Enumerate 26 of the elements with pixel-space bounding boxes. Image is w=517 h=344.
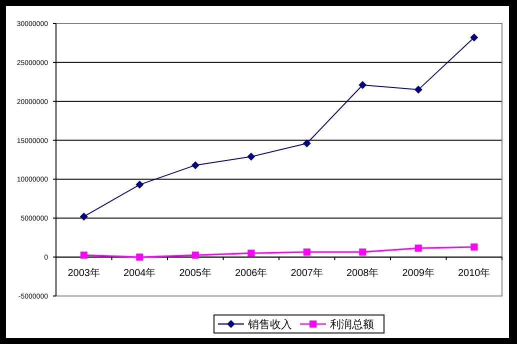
x-tick-label: 2007年 (290, 267, 323, 280)
point (302, 139, 311, 148)
point (359, 248, 366, 256)
x-tick-label: 2009年 (402, 267, 434, 280)
legend-label: 利润总额 (330, 318, 374, 331)
point (303, 248, 310, 256)
x-tick-label: 2010年 (458, 267, 490, 280)
point (80, 212, 88, 221)
point (248, 250, 255, 257)
point (247, 152, 256, 161)
x-tick-label: 2008年 (346, 267, 379, 280)
point (470, 34, 478, 42)
point (191, 161, 200, 170)
point (136, 180, 144, 189)
point (358, 81, 367, 90)
x-tick-label: 2004年 (124, 267, 156, 280)
point (414, 244, 422, 252)
x-tick-label: 2003年 (68, 267, 100, 280)
x-tick-label: 2005年 (179, 267, 212, 280)
point (414, 86, 422, 94)
x-tick-label: 2006年 (235, 267, 268, 280)
legend-label: 销售收入 (247, 318, 292, 331)
point (192, 252, 199, 259)
point (136, 254, 144, 261)
point (470, 243, 478, 250)
point (80, 252, 88, 259)
